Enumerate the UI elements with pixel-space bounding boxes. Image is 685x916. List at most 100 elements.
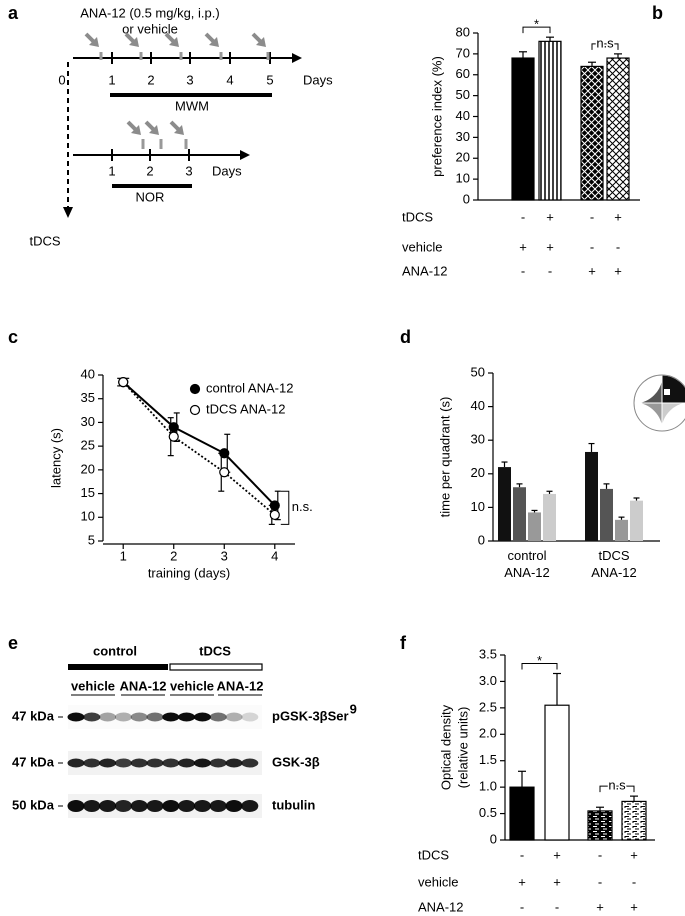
- blot-band: [225, 758, 243, 768]
- y-tick-label: 20: [456, 150, 470, 165]
- y-tick-label: 15: [81, 485, 95, 500]
- y-tick-label: 1.5: [479, 752, 497, 767]
- point: [219, 467, 230, 478]
- y-tick-label: 0: [478, 532, 485, 547]
- blot-band: [209, 800, 227, 812]
- subgroup-label: vehicle: [71, 678, 115, 693]
- legend-label: tDCS ANA-12: [206, 401, 285, 416]
- subgroup-label: ANA-12: [217, 678, 264, 693]
- day-label: 3: [185, 163, 192, 178]
- day-label: 2: [147, 72, 154, 87]
- condition-sign: +: [630, 899, 638, 914]
- condition-sign: +: [553, 847, 561, 862]
- x-tick-label: 4: [271, 548, 278, 563]
- panel-letter: e: [8, 633, 18, 653]
- x-tick-label: 2: [170, 548, 177, 563]
- days-label: Days: [212, 163, 242, 178]
- mwm-label: MWM: [175, 98, 209, 113]
- bar: [630, 500, 643, 541]
- bar: [621, 800, 647, 841]
- protein-label: tubulin: [272, 797, 315, 812]
- condition-sign: -: [520, 847, 524, 862]
- y-tick-label: 20: [81, 461, 95, 476]
- group-label: tDCS: [199, 643, 231, 658]
- significance-label: n.s: [596, 35, 614, 50]
- condition-sign: +: [614, 263, 622, 278]
- condition-sign: +: [553, 874, 561, 889]
- blot-band: [225, 712, 243, 722]
- significance-bracket: [522, 26, 551, 34]
- kda-label: 50 kDa: [12, 797, 55, 812]
- condition-label: tDCS: [418, 847, 449, 862]
- blot-band: [83, 800, 101, 812]
- bar: [600, 488, 613, 541]
- y-tick-label: 0.5: [479, 805, 497, 820]
- blot-band: [241, 758, 259, 768]
- subgroup-label: ANA-12: [120, 678, 167, 693]
- bar: [580, 65, 604, 201]
- bar: [511, 57, 535, 201]
- bar: [587, 810, 613, 841]
- condition-sign: +: [546, 239, 554, 254]
- y-axis-label: (relative units): [455, 707, 470, 789]
- significance-label: n.s: [608, 778, 626, 793]
- y-tick-label: 40: [81, 366, 95, 381]
- condition-label: ANA-12: [402, 263, 448, 278]
- condition-label: ANA-12: [418, 899, 464, 914]
- panel-letter: f: [400, 633, 407, 653]
- condition-sign: -: [520, 899, 524, 914]
- legend-marker: [189, 404, 201, 416]
- bar: [615, 519, 628, 541]
- condition-sign: +: [519, 239, 527, 254]
- y-tick-label: 30: [471, 432, 485, 447]
- blot-band: [241, 712, 259, 722]
- protein-superscript: 9: [350, 701, 357, 716]
- x-tick-label: 1: [120, 548, 127, 563]
- y-tick-label: 40: [471, 398, 485, 413]
- y-tick-label: 50: [471, 364, 485, 379]
- bar: [528, 512, 541, 541]
- blot-band: [99, 712, 117, 722]
- significance-label: *: [534, 17, 539, 32]
- blot-band: [193, 800, 211, 812]
- y-tick-label: 1.0: [479, 779, 497, 794]
- blot-band: [162, 758, 180, 768]
- day-label: 5: [266, 72, 273, 87]
- blot-band: [83, 712, 101, 722]
- day-label: 1: [108, 163, 115, 178]
- condition-sign: +: [546, 209, 554, 224]
- condition-sign: +: [588, 263, 596, 278]
- day-label: 3: [186, 72, 193, 87]
- blot-band: [193, 712, 211, 722]
- blot-band: [225, 800, 243, 812]
- point: [269, 509, 280, 521]
- condition-label: tDCS: [402, 209, 433, 224]
- y-tick-label: 2.0: [479, 726, 497, 741]
- subgroup-label: vehicle: [170, 678, 214, 693]
- condition-sign: -: [548, 263, 552, 278]
- blot-band: [67, 758, 85, 768]
- y-tick-label: 3.0: [479, 673, 497, 688]
- bar: [606, 57, 630, 201]
- blot-band: [146, 712, 164, 722]
- day-label: 1: [108, 72, 115, 87]
- blot-band: [114, 800, 132, 812]
- treatment-label: or vehicle: [122, 21, 178, 36]
- blot-band: [99, 758, 117, 768]
- condition-sign: -: [632, 874, 636, 889]
- protein-label: pGSK-3βSer: [272, 708, 349, 723]
- group-label: control: [93, 643, 137, 658]
- blot-band: [130, 712, 148, 722]
- condition-sign: +: [518, 874, 526, 889]
- y-tick-label: 10: [81, 509, 95, 524]
- blot-band: [209, 712, 227, 722]
- legend-marker: [189, 383, 201, 395]
- injection-arrow: [204, 32, 221, 49]
- y-tick-label: 60: [456, 66, 470, 81]
- injection-arrow: [126, 120, 143, 137]
- platform-marker: [664, 389, 670, 395]
- protein-label: GSK-3β: [272, 754, 320, 769]
- blot-band: [162, 712, 180, 722]
- condition-label: vehicle: [402, 239, 442, 254]
